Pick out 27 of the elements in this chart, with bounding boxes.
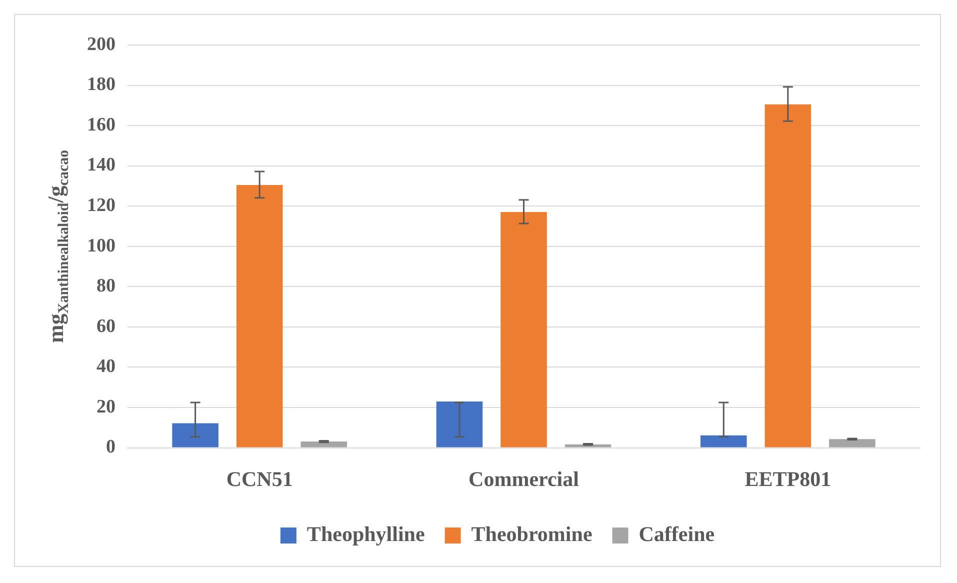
x-tick-label: CCN51 — [226, 466, 293, 491]
legend-label: Caffeine — [638, 522, 715, 546]
bar — [172, 423, 218, 448]
bar — [764, 104, 812, 448]
y-tick-label: 180 — [87, 74, 116, 96]
x-tick-label: Commercial — [468, 466, 580, 491]
y-tick-label: 140 — [87, 154, 116, 176]
bar — [300, 442, 348, 448]
y-tick-label: 100 — [87, 235, 116, 256]
y-tick-label: 0 — [106, 436, 116, 458]
y-tick-label: 40 — [96, 356, 116, 378]
y-tick-label: 200 — [87, 34, 116, 55]
bar — [236, 184, 283, 448]
y-tick-label: 20 — [96, 396, 116, 418]
y-tick-label: 120 — [87, 195, 116, 216]
x-tick-label: EETP801 — [744, 466, 832, 491]
y-axis-title: mgXanthinealkaloid/gcacao — [43, 150, 72, 343]
bar — [700, 435, 747, 448]
y-tick-label: 80 — [96, 276, 116, 297]
bar — [564, 444, 612, 448]
bar — [500, 212, 547, 448]
legend-label: Theophylline — [306, 522, 425, 546]
bar — [829, 439, 876, 448]
y-tick-label: 160 — [87, 114, 116, 136]
bar — [436, 401, 483, 448]
y-tick-label: 60 — [96, 316, 116, 337]
legend-label: Theobromine — [471, 522, 592, 546]
